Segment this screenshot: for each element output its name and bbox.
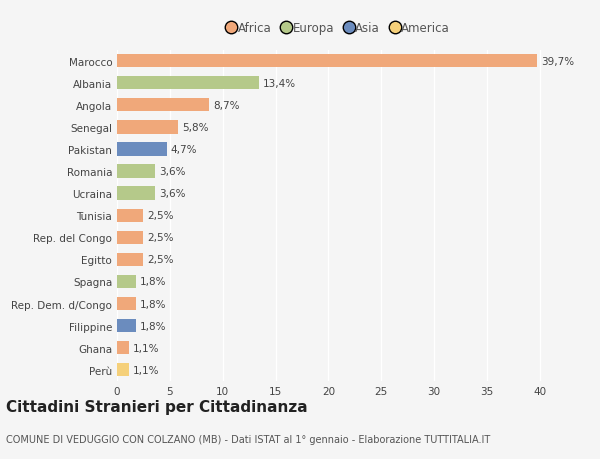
Bar: [117, 165, 155, 178]
Text: 2,5%: 2,5%: [148, 255, 174, 265]
Text: 3,6%: 3,6%: [159, 167, 186, 177]
Bar: [117, 99, 209, 112]
Text: 3,6%: 3,6%: [159, 189, 186, 199]
Bar: [117, 319, 136, 332]
Bar: [117, 253, 143, 266]
Text: 2,5%: 2,5%: [148, 233, 174, 243]
Text: 4,7%: 4,7%: [171, 145, 197, 155]
Text: COMUNE DI VEDUGGIO CON COLZANO (MB) - Dati ISTAT al 1° gennaio - Elaborazione TU: COMUNE DI VEDUGGIO CON COLZANO (MB) - Da…: [6, 434, 490, 444]
Bar: [117, 209, 143, 222]
Text: 13,4%: 13,4%: [263, 78, 296, 89]
Text: 5,8%: 5,8%: [182, 123, 209, 133]
Bar: [117, 121, 178, 134]
Bar: [117, 231, 143, 244]
Bar: [117, 77, 259, 90]
Text: Cittadini Stranieri per Cittadinanza: Cittadini Stranieri per Cittadinanza: [6, 399, 308, 414]
Text: 39,7%: 39,7%: [541, 56, 574, 67]
Bar: [117, 275, 136, 288]
Bar: [117, 55, 536, 68]
Bar: [117, 297, 136, 310]
Text: 2,5%: 2,5%: [148, 211, 174, 221]
Bar: [117, 364, 128, 376]
Text: 8,7%: 8,7%: [213, 101, 240, 111]
Legend: Africa, Europa, Asia, America: Africa, Europa, Asia, America: [228, 22, 450, 35]
Text: 1,1%: 1,1%: [133, 343, 160, 353]
Text: 1,8%: 1,8%: [140, 321, 167, 331]
Bar: [117, 187, 155, 200]
Text: 1,8%: 1,8%: [140, 277, 167, 287]
Text: 1,1%: 1,1%: [133, 365, 160, 375]
Text: 1,8%: 1,8%: [140, 299, 167, 309]
Bar: [117, 341, 128, 354]
Bar: [117, 143, 167, 156]
